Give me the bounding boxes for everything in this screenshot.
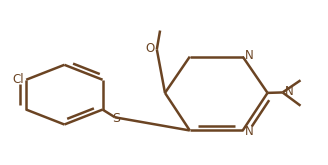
Text: N: N: [284, 85, 293, 98]
Text: Cl: Cl: [12, 73, 24, 86]
Text: N: N: [245, 125, 254, 138]
Text: N: N: [245, 49, 254, 62]
Text: O: O: [145, 42, 154, 55]
Text: S: S: [112, 112, 120, 125]
